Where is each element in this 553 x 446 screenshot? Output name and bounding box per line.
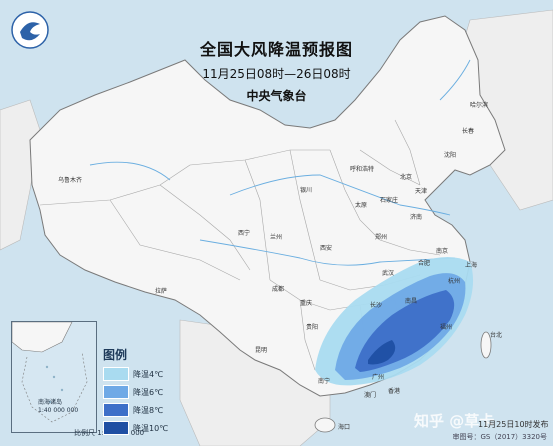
legend-title: 图例 (103, 348, 128, 362)
city-label: 合肥 (418, 260, 431, 267)
city-label: 拉萨 (155, 288, 168, 295)
city-label: 天津 (415, 188, 428, 195)
city-label: 昆明 (255, 347, 268, 354)
city-label: 成都 (272, 286, 285, 293)
city-label: 长春 (462, 128, 475, 135)
legend: 图例 降温4℃ 降温6℃ 降温8℃ 降温10℃ (103, 346, 181, 438)
inset-label-line2: 1:40 000 000 (38, 407, 79, 414)
publish-time: 11月25日10时发布 (478, 420, 549, 429)
city-label: 呼和浩特 (350, 166, 375, 173)
map-subtitle: 11月25日08时—26日08时 (202, 67, 351, 81)
city-label: 济南 (410, 214, 423, 221)
legend-label-10c: 降温10℃ (133, 423, 169, 433)
legend-swatch-4c (103, 367, 129, 381)
city-label: 南京 (436, 248, 449, 255)
city-label: 长沙 (370, 302, 383, 309)
watermark: 知乎 @草卡 (414, 412, 495, 430)
map-title: 全国大风降温预报图 (199, 40, 353, 59)
city-label: 上海 (465, 262, 478, 269)
city-label: 台北 (490, 332, 503, 339)
legend-label-8c: 降温8℃ (133, 405, 164, 415)
city-label: 石家庄 (380, 197, 399, 204)
legend-swatch-6c (103, 385, 129, 399)
city-label: 海口 (338, 424, 351, 431)
city-label: 乌鲁木齐 (58, 177, 83, 184)
city-label: 北京 (400, 174, 413, 181)
city-label: 贵阳 (306, 324, 319, 331)
legend-item-10c: 降温10℃ (103, 420, 181, 436)
title-block: 全国大风降温预报图 11月25日08时—26日08时 中央气象台 (0, 36, 553, 104)
map-agency: 中央气象台 (246, 89, 307, 103)
city-label: 兰州 (270, 234, 283, 241)
legend-label-6c: 降温6℃ (133, 387, 164, 397)
legend-item-8c: 降温8℃ (103, 402, 181, 418)
south-china-sea-inset (11, 321, 97, 433)
city-label: 澳门 (364, 392, 377, 399)
city-label: 广州 (372, 374, 385, 381)
city-label: 杭州 (448, 278, 461, 285)
city-label: 太原 (355, 202, 368, 209)
legend-item-6c: 降温6℃ (103, 384, 181, 400)
city-label: 香港 (388, 388, 401, 395)
cma-logo-icon (11, 11, 49, 49)
map-approval-code: 审图号：GS（2017）3320号 (452, 433, 548, 441)
hainan-island (314, 417, 336, 433)
city-label: 银川 (300, 187, 313, 194)
city-label: 西安 (320, 245, 333, 252)
city-label: 重庆 (300, 300, 313, 307)
city-label: 郑州 (375, 234, 388, 241)
city-label: 福州 (440, 324, 453, 331)
city-label: 南宁 (318, 378, 331, 385)
city-label: 南昌 (405, 298, 418, 305)
cooling-zone-10c (368, 340, 396, 365)
city-label: 哈尔滨 (470, 102, 489, 109)
inset-map (11, 321, 88, 423)
inset-label: 南海诸岛 1:40 000 000 (38, 399, 78, 415)
rivers (89, 59, 471, 266)
neighbor-land-w (0, 99, 41, 251)
city-label: 武汉 (382, 270, 395, 277)
taiwan-island (480, 331, 492, 359)
legend-swatch-10c (103, 421, 129, 435)
legend-item-4c: 降温4℃ (103, 366, 181, 382)
legend-swatch-8c (103, 403, 129, 417)
city-label: 沈阳 (444, 152, 457, 159)
legend-label-4c: 降温4℃ (133, 369, 164, 379)
city-label: 西宁 (238, 230, 251, 237)
inset-label-line1: 南海诸岛 (38, 399, 63, 406)
cooling-zones (315, 257, 474, 386)
